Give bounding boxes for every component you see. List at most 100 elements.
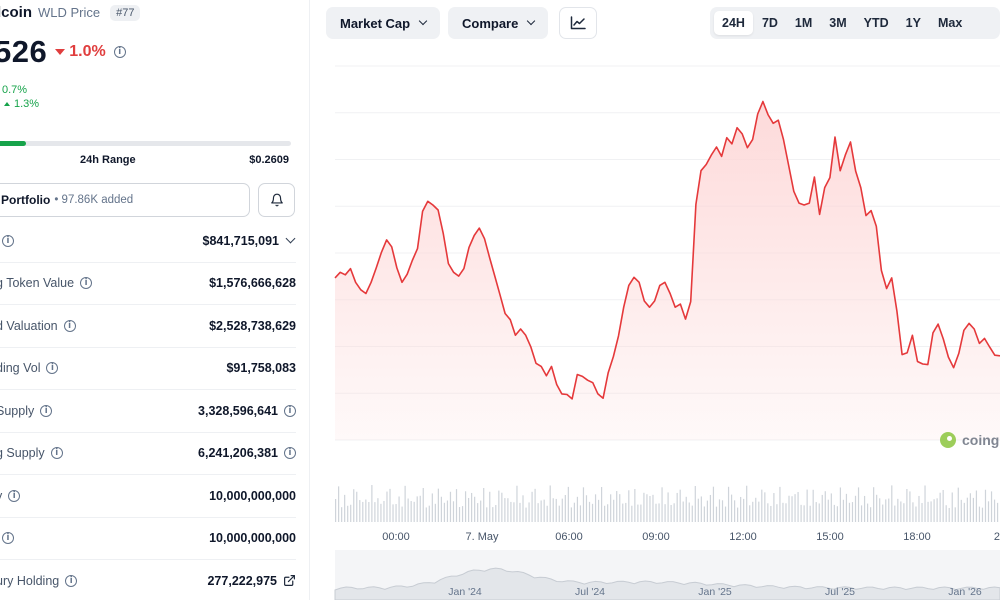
range-tab-ytd[interactable]: YTD [863, 16, 889, 30]
volume-bar [458, 507, 461, 522]
volume-bar [616, 491, 618, 522]
volume-bar [613, 499, 615, 522]
volume-bar [486, 507, 488, 522]
stat-value: 3,328,596,641 i [198, 404, 296, 418]
stat-value-text: 6,241,206,381 [198, 446, 278, 461]
volume-bar [936, 498, 938, 522]
overview-tick-label: Jan '25 [698, 586, 732, 598]
add-to-portfolio-button[interactable]: Portfolio • 97.86K added [0, 183, 250, 217]
volume-bar [374, 502, 376, 522]
overview-tick-label: Jan '24 [448, 586, 482, 598]
stat-value: 10,000,000,000 [209, 531, 296, 545]
stat-row: ury Holding i 277,222,975 [0, 560, 296, 600]
info-icon[interactable]: i [80, 277, 93, 290]
volume-bar [594, 494, 597, 522]
chart-type-button[interactable] [559, 7, 597, 39]
stat-value-text: 10,000,000,000 [209, 488, 296, 503]
range-tab-1m[interactable]: 1M [794, 16, 813, 30]
metric-dropdown[interactable]: Market Cap [326, 7, 441, 39]
volume-bar [800, 504, 802, 522]
stat-label: d Valuation i [0, 319, 76, 333]
stat-label: g Supply i [0, 446, 63, 460]
stat-row: i $841,715,091 [0, 220, 296, 263]
volume-bar [921, 503, 923, 522]
volume-bar [489, 491, 491, 522]
stat-row: d Valuation i $2,528,738,629 [0, 305, 296, 348]
sub-change-2-value: 1.3% [13, 98, 40, 110]
compare-dropdown[interactable]: Compare [448, 7, 549, 39]
volume-bar [984, 489, 987, 522]
stat-value: $1,576,666,628 [209, 276, 296, 290]
range-high: $0.2609 [249, 154, 289, 166]
volume-bar [963, 502, 965, 522]
volume-bar [951, 492, 953, 522]
info-icon[interactable]: i [40, 404, 53, 417]
volume-bar [567, 486, 569, 522]
price-alert-button[interactable] [258, 183, 295, 217]
range-tab-3m[interactable]: 3M [829, 16, 847, 30]
volume-bar [996, 502, 999, 522]
volume-bar [428, 505, 430, 522]
volume-bar [597, 499, 600, 522]
volume-bar [930, 501, 932, 522]
volume-bar [561, 498, 563, 522]
volume-bar [443, 502, 446, 522]
info-icon[interactable]: i [63, 319, 76, 332]
volume-bar [661, 487, 663, 522]
stat-value-text: $91,758,083 [226, 361, 296, 376]
info-icon[interactable]: i [50, 447, 63, 460]
price-chart[interactable]: 00:00 7. May 06:00 09:00 12:00 15:00 18:00 21 Ja… [310, 50, 1000, 600]
volume-bar [573, 502, 575, 522]
info-icon[interactable]: i [2, 234, 14, 247]
stat-value: 277,222,975 [207, 574, 296, 588]
volume-bar [752, 501, 754, 522]
up-arrow-icon [3, 101, 10, 106]
range-tab-24h[interactable]: 24H [714, 11, 753, 35]
info-icon[interactable]: i [113, 46, 126, 58]
info-icon[interactable]: i [65, 574, 78, 587]
range-tab-max[interactable]: Max [937, 16, 963, 30]
volume-bar [978, 506, 981, 522]
stat-value: $91,758,083 [226, 361, 296, 375]
bell-icon [270, 193, 283, 207]
external-link-icon[interactable] [283, 574, 296, 587]
volume-bar [879, 498, 881, 522]
info-icon[interactable]: i [2, 532, 14, 545]
price-row: 526 1.0% i [0, 34, 126, 70]
volume-bar [791, 496, 793, 522]
volume-bar [903, 503, 905, 522]
volume-bar [894, 505, 896, 522]
range-tab-1y[interactable]: 1Y [905, 16, 921, 30]
volume-bar [730, 494, 733, 522]
volume-bar [749, 505, 751, 522]
info-icon[interactable]: i [46, 362, 59, 375]
volume-bar [673, 503, 675, 522]
volume-bar [588, 501, 591, 522]
volume-bar [770, 505, 772, 522]
stat-value: 6,241,206,381 i [198, 446, 296, 460]
volume-bar [504, 498, 506, 522]
price-area-fill [335, 101, 1000, 440]
volume-bar [655, 503, 657, 522]
volume-bar [812, 489, 814, 522]
volume-bar [464, 491, 467, 522]
x-tick-label: 12:00 [729, 531, 757, 543]
chevron-down-icon[interactable] [285, 233, 296, 244]
volume-bar [452, 501, 455, 522]
volume-bar [712, 486, 715, 522]
info-icon[interactable]: i [8, 489, 21, 502]
volume-bar [691, 505, 693, 522]
info-icon[interactable]: i [284, 447, 296, 460]
volume-bar [827, 499, 829, 522]
info-icon[interactable]: i [284, 404, 296, 417]
range-tab-7d[interactable]: 7D [761, 16, 778, 30]
stat-value-text: 277,222,975 [207, 573, 277, 588]
volume-bar [646, 494, 648, 522]
stat-value: 10,000,000,000 [209, 489, 296, 503]
overview-series [334, 567, 1000, 600]
stat-label-text: y [0, 489, 2, 503]
chevron-down-icon [418, 16, 428, 26]
stat-label: yi [0, 489, 21, 503]
sub-change-1-value: 0.7% [2, 84, 28, 96]
x-tick-label: 15:00 [816, 531, 844, 543]
